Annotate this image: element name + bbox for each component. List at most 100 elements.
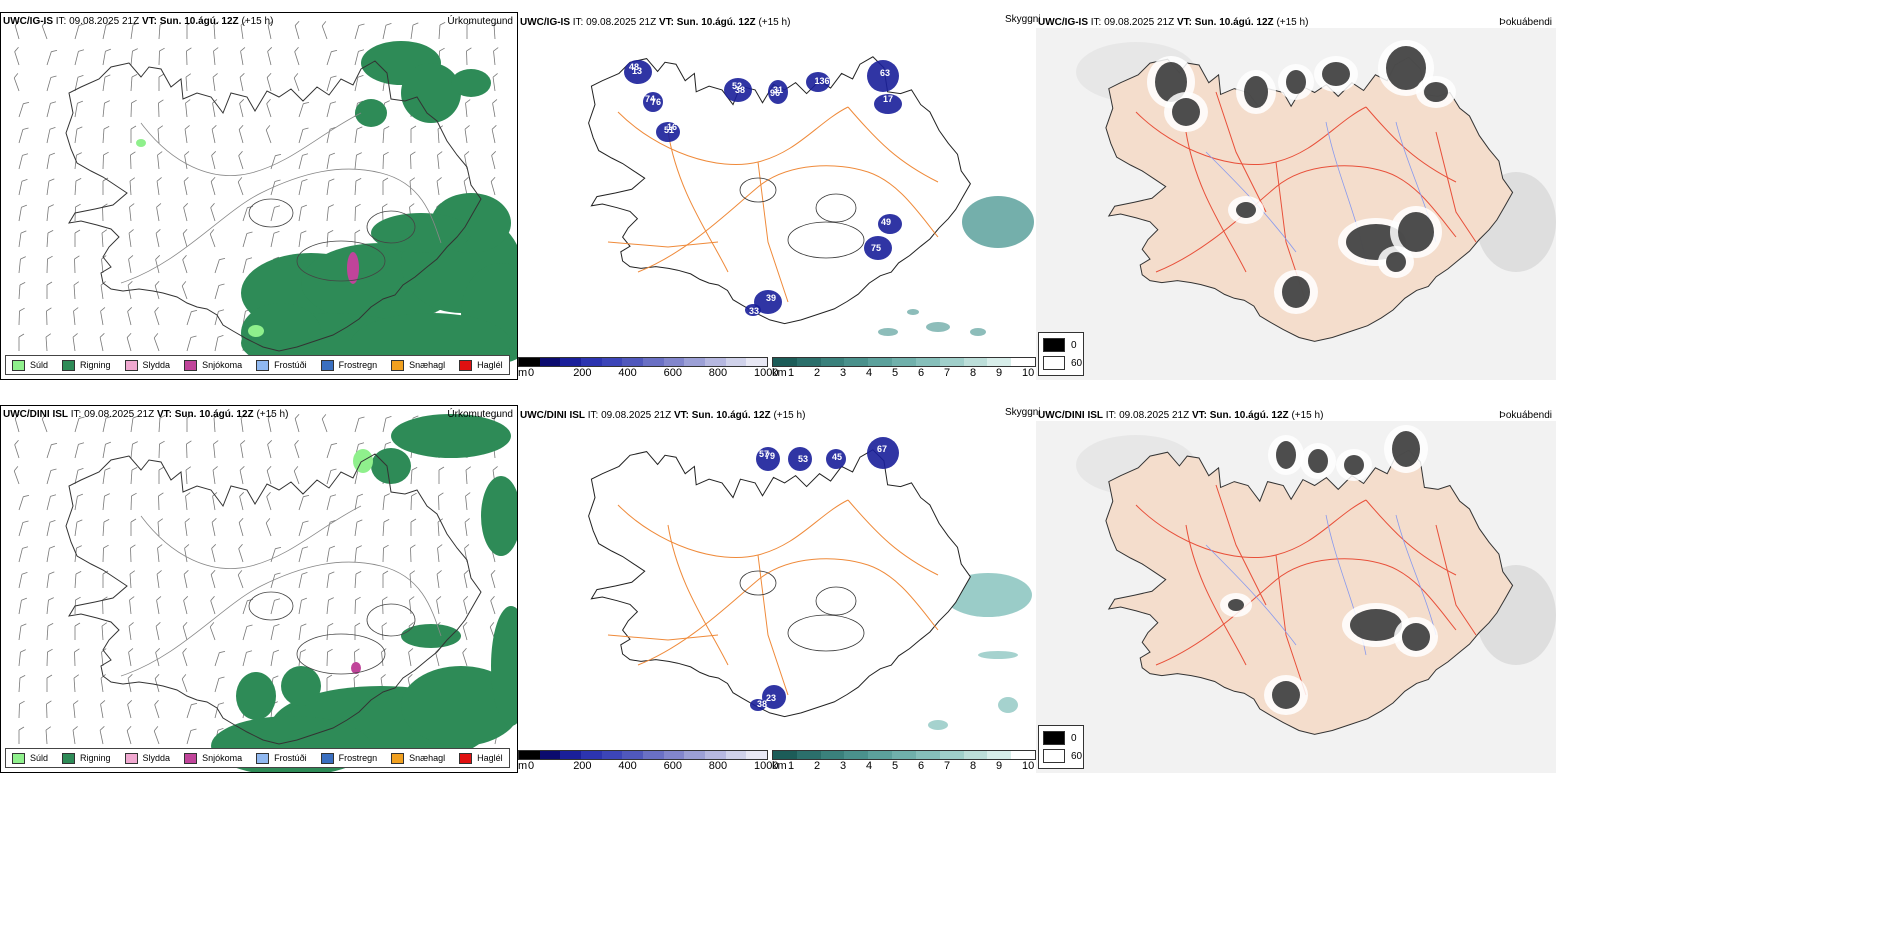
colorbar-segment [601,358,623,366]
wind-barb [155,648,161,667]
wind-barb-flag [185,99,191,104]
wind-barb-flag [240,47,246,52]
legend-swatch [320,359,334,371]
wind-barb [102,48,112,66]
wind-barb-staff [182,259,188,274]
wind-barb-flag [211,518,217,523]
wind-barb-flag [126,726,132,731]
wind-barb [158,466,165,484]
wind-barb-staff [130,77,133,92]
wind-barb-flag [21,204,28,208]
wind-barb [214,702,225,719]
wind-barb [126,333,132,352]
wind-barb [157,125,164,144]
snow-depth-area [878,214,902,234]
wind-barb-flag [182,622,188,627]
wind-barb [463,596,469,615]
wind-barb [212,466,218,485]
wind-barb [436,570,442,589]
wind-barb-flag [463,596,469,601]
wind-barb-flag [411,492,417,497]
wind-barb-staff [14,51,20,66]
wind-barb [186,702,198,719]
wind-barb [102,467,111,485]
wind-barb-flag [213,440,219,445]
wind-barb-flag [73,281,80,286]
fog-dense-area [1350,609,1402,641]
wind-barb [212,99,218,118]
colorbar-segment [581,751,602,759]
wind-barb [210,177,216,196]
wind-barb-flag [294,414,300,419]
wind-barb [18,494,30,511]
wind-barb-flag [22,546,29,549]
wind-barb-flag [383,544,389,549]
wind-barb-flag [154,700,159,705]
wind-barb [41,414,48,433]
precip-type-panel-top: UWC/IG-IS IT: 09.08.2025 21Z VT: Sun. 10… [0,12,518,380]
wind-barb-flag [358,442,365,445]
wind-barb [130,544,136,563]
legend-swatch [62,359,76,371]
wind-barb-flag [132,22,139,26]
wind-barb-flag [218,309,225,312]
wind-barb [326,520,336,537]
snow-depth-area [768,80,788,104]
rain-area [491,606,517,726]
colorbar-segment [892,358,916,366]
wind-barb-flag [273,231,280,234]
wind-barb [72,726,78,745]
wind-barb [242,257,253,274]
wind-barb [74,100,84,118]
snow-depth-label: 31 [773,85,783,95]
wind-barb-flag [184,151,190,156]
wind-barb-staff [102,77,106,92]
wind-barb-flag [74,622,81,627]
wind-barb [46,281,53,299]
wind-barb [128,229,134,248]
fog-dense-area [1236,202,1256,218]
wind-barb [45,333,52,352]
wind-barb-staff [18,181,23,196]
wind-barb-flag [466,47,472,52]
wind-barb-staff [74,25,80,40]
wind-barb-staff [238,155,244,170]
wind-barb-staff [267,25,272,40]
wind-barb-flag [159,47,165,52]
wind-barb-flag [157,125,164,130]
fog-dense-area [1172,98,1200,126]
wind-barb-staff [183,207,188,222]
wind-barb-flag [300,230,307,234]
legend-item: Rigning [62,752,111,764]
wind-barb-staff [464,522,468,537]
wind-barb [183,177,189,196]
wind-barb [491,125,497,144]
colorbar-segment [663,751,685,759]
wind-barb-staff [210,207,216,222]
wind-barb [326,49,338,66]
wind-barb-flag [302,546,309,549]
wind-barb-flag [155,229,161,234]
wind-barb-flag [104,493,110,497]
fog-dense-area [1308,449,1328,473]
colorbar-segment [963,751,988,759]
wind-barb-flag [21,572,28,575]
wind-barb-flag [439,47,445,52]
wind-barb-flag [156,177,162,182]
wind-barb-flag [155,255,161,260]
wind-barb-staff [381,652,384,667]
snow-depth-area [624,60,652,84]
wind-barb-staff [74,181,77,196]
wind-barb [102,416,112,433]
colorbar-segment [892,751,916,759]
wind-barb-staff [326,470,332,485]
wind-barb-staff [298,129,304,144]
wind-barb [214,257,226,274]
wind-barb [130,415,139,433]
wind-barb-staff [101,652,104,667]
glacier-outline [366,210,416,244]
wind-barb [185,99,191,118]
wind-barb-staff [185,470,188,485]
wind-barb-flag [154,307,159,312]
wind-barb [18,179,28,196]
